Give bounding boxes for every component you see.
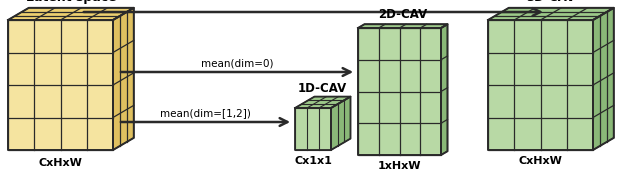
Text: CxHxW: CxHxW (38, 158, 83, 168)
Text: 1xHxW: 1xHxW (378, 161, 421, 171)
Text: 1D-CAV: 1D-CAV (298, 82, 348, 95)
Polygon shape (441, 24, 447, 155)
Polygon shape (488, 8, 614, 20)
Polygon shape (358, 24, 447, 28)
Polygon shape (8, 20, 113, 150)
Polygon shape (295, 97, 351, 108)
Text: 2D-CAV: 2D-CAV (378, 8, 428, 21)
Polygon shape (113, 8, 134, 150)
Text: mean(dim=[1,2]): mean(dim=[1,2]) (160, 108, 251, 118)
Polygon shape (331, 97, 351, 150)
Text: 3D-CAV: 3D-CAV (526, 0, 575, 4)
Polygon shape (8, 8, 134, 20)
Polygon shape (488, 20, 593, 150)
Text: Cx1x1: Cx1x1 (294, 156, 332, 166)
Text: CxHxW: CxHxW (518, 156, 563, 166)
Polygon shape (358, 28, 441, 155)
Text: Latent space: Latent space (26, 0, 116, 4)
Polygon shape (593, 8, 614, 150)
Polygon shape (295, 108, 331, 150)
Text: mean(dim=0): mean(dim=0) (201, 58, 273, 68)
